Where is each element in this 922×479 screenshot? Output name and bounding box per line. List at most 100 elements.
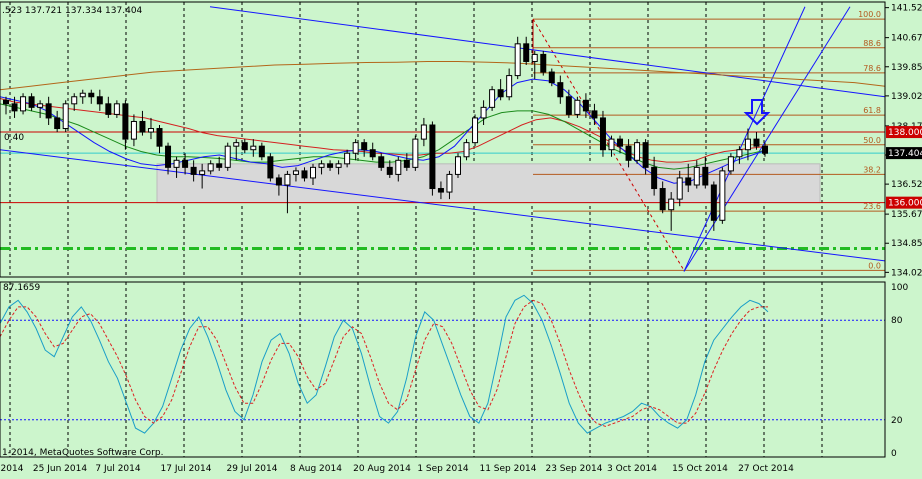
candle-bearish (3, 99, 9, 105)
candle-bearish (378, 156, 385, 168)
fibo-level-label: 0.0 (868, 261, 881, 270)
candle-bullish (574, 99, 581, 115)
key-level-label: 138.000 (888, 128, 922, 138)
candle-bullish (472, 117, 479, 144)
candle-bearish (617, 138, 624, 147)
candle-bearish (165, 145, 172, 168)
candle-bullish (173, 159, 180, 168)
current-price-label: 137.404 (888, 149, 922, 159)
fibo-level-label: 100.0 (858, 10, 881, 19)
candle-bearish (275, 177, 282, 186)
price-panel: 100.0 88.6 78.6 61.8 50.0 38.2 23.6 0.0 (0, 2, 886, 277)
candle-bearish (96, 96, 103, 105)
y-tick-label: 139.025 (891, 92, 922, 102)
candle-bullish (634, 142, 641, 161)
stochastic-main-line (0, 294, 769, 434)
candle-bullish (318, 163, 325, 168)
candle-bullish (233, 142, 240, 147)
candle-bullish (335, 163, 342, 168)
oscillator-panel-frame (0, 281, 886, 458)
candle-bearish (557, 82, 564, 98)
candle-bearish (327, 163, 334, 168)
fibo-level-label: 88.6 (863, 39, 881, 48)
y-tick-label: 135.675 (891, 210, 922, 220)
candle-bearish (139, 120, 146, 133)
candle-bearish (258, 145, 265, 158)
candle-bearish (753, 138, 760, 147)
y-tick-label: 140.675 (891, 34, 922, 44)
candle-bearish (301, 170, 308, 179)
x-tick-label: 7 Jul 2014 (95, 464, 140, 474)
candle-bearish (591, 110, 598, 119)
x-tick-label: 23 Sep 2014 (545, 464, 602, 474)
candle-bearish (216, 163, 223, 168)
candle-bullish (506, 75, 513, 98)
candle-bullish (395, 159, 402, 175)
x-tick-label: 15 Oct 2014 (672, 464, 728, 474)
candle-bullish (310, 166, 317, 179)
candle-bearish (710, 184, 717, 221)
candle-bearish (11, 103, 18, 112)
channel-lower-line (0, 149, 886, 262)
candle-bullish (693, 166, 700, 186)
fibo-level-label: 50.0 (863, 136, 881, 145)
ma-blue-line (0, 78, 769, 184)
candle-bearish (156, 128, 163, 147)
x-tick-label: 25 Jun 2014 (33, 464, 87, 474)
stochastic-panel (0, 282, 885, 457)
candle-bearish (762, 145, 768, 154)
candle-bearish (497, 89, 504, 98)
candle-bullish (224, 145, 231, 168)
oscillator-tick-label: 80 (891, 316, 903, 326)
candle-bearish (241, 142, 248, 151)
candle-bearish (437, 188, 444, 193)
candle-bullish (62, 103, 69, 130)
candle-bullish (79, 92, 86, 98)
candle-bullish (719, 170, 726, 221)
candle-bullish (454, 156, 461, 175)
candle-bearish (685, 177, 692, 186)
sub-label: 0.40 (4, 133, 24, 143)
current-price-badge (886, 147, 922, 160)
fibo-level-label: 61.8 (863, 106, 881, 115)
candle-bullish (147, 128, 154, 133)
candle-bullish (412, 138, 419, 168)
candle-bearish (582, 99, 589, 112)
candle-bullish (420, 124, 427, 140)
x-tick-label: 3 Oct 2014 (607, 464, 657, 474)
candle-bearish (88, 92, 95, 98)
candle-bearish (190, 166, 197, 175)
candle-bearish (565, 96, 572, 115)
down-arrow-shape (743, 99, 771, 126)
y-tick-label: 136.525 (891, 180, 922, 190)
key-level-badge (886, 126, 922, 139)
candle-bullish (736, 149, 743, 158)
candle-bearish (625, 145, 632, 161)
candle-bearish (28, 96, 35, 108)
candle-bearish (267, 156, 274, 179)
copyright-text: 1-2014, MetaQuotes Software Corp. (2, 448, 163, 458)
candle-bearish (45, 103, 52, 119)
candle-bullish (284, 173, 291, 186)
candle-bullish (250, 145, 257, 151)
candle-bearish (642, 142, 649, 168)
candle-bullish (463, 142, 470, 158)
candle-bullish (292, 170, 299, 175)
candle-bearish (386, 166, 393, 175)
candle-bearish (659, 188, 666, 211)
key-level-label: 136.000 (888, 199, 922, 209)
stochastic-signal-line (0, 299, 768, 427)
channel-upper-line (209, 6, 886, 98)
fibo-level-label: 23.6 (863, 202, 881, 211)
candle-bullish (352, 142, 359, 154)
candle-bullish (727, 156, 734, 172)
x-tick-label: 29 Jul 2014 (227, 464, 278, 474)
x-tick-label: 1 Sep 2014 (417, 464, 469, 474)
candle-bullish (489, 89, 496, 108)
candle-bearish (122, 103, 129, 140)
candle-bullish (37, 103, 44, 108)
x-tick-label: 2014 (1, 464, 24, 474)
